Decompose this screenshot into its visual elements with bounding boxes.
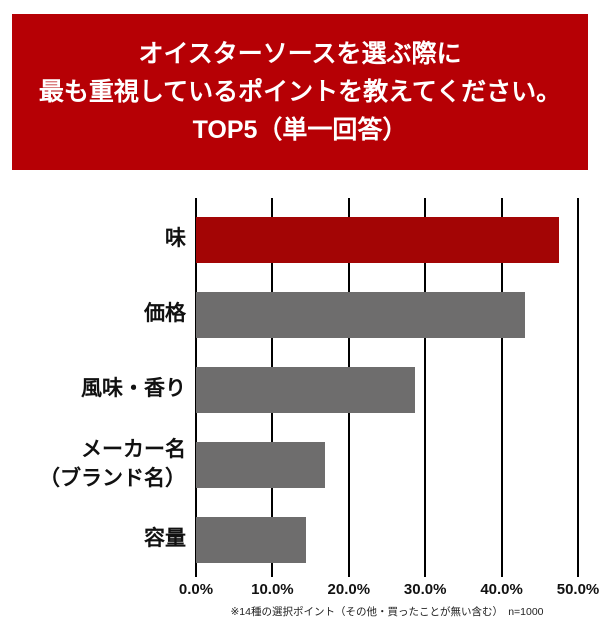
chart-row: 価格 <box>0 277 600 352</box>
bar-area <box>196 441 578 488</box>
chart-row: 風味・香り <box>0 352 600 427</box>
chart-bar <box>196 291 525 338</box>
chart-rows: 味価格風味・香りメーカー名 （ブランド名） 容量 <box>0 198 600 577</box>
chart-body: 味価格風味・香りメーカー名 （ブランド名） 容量 <box>0 198 600 577</box>
category-label: 味 <box>165 227 186 251</box>
x-tick: 30.0% <box>403 581 447 598</box>
category-label: メーカー名 （ブランド名） <box>39 438 186 490</box>
bar-area <box>196 291 578 338</box>
footnote: ※14種の選択ポイント（その他・買ったことが無い含む） n=1000 <box>230 606 544 618</box>
bar-area <box>196 216 578 263</box>
bar-area <box>196 516 578 563</box>
gridline <box>577 198 579 577</box>
x-tick: 10.0% <box>251 581 294 598</box>
x-tick: 40.0% <box>480 581 523 598</box>
chart-bar <box>196 216 559 263</box>
chart-row: メーカー名 （ブランド名） <box>0 427 600 502</box>
title-line-1: オイスターソースを選ぶ際に <box>138 40 462 68</box>
category-label: 容量 <box>144 527 186 551</box>
title-line-2: 最も重視しているポイントを教えてください。 <box>38 78 562 106</box>
gridline <box>500 198 503 577</box>
x-axis: 0.0% 10.0% 20.0% 30.0% 40.0% 50.0% <box>179 577 599 601</box>
chart-bar <box>196 441 326 488</box>
chart-row: 味 <box>0 202 600 277</box>
x-tick: 50.0% <box>556 581 600 598</box>
title-line-3: TOP5（単一回答） <box>192 116 408 144</box>
category-label: 価格 <box>144 302 186 326</box>
x-tick: 20.0% <box>327 581 371 598</box>
bar-chart: 味価格風味・香りメーカー名 （ブランド名） 容量 0.0% 10.0% 20.0% 30.… <box>0 198 600 619</box>
x-tick: 0.0% <box>178 581 214 598</box>
bar-area <box>196 366 578 413</box>
gridline <box>424 198 427 577</box>
chart-bar <box>196 516 307 563</box>
title-box: オイスターソースを選ぶ際に 最も重視しているポイントを教えてください。 TOP5… <box>12 14 588 170</box>
chart-bar <box>196 366 415 413</box>
chart-row: 容量 <box>0 502 600 577</box>
category-label: 風味・香り <box>81 377 186 401</box>
